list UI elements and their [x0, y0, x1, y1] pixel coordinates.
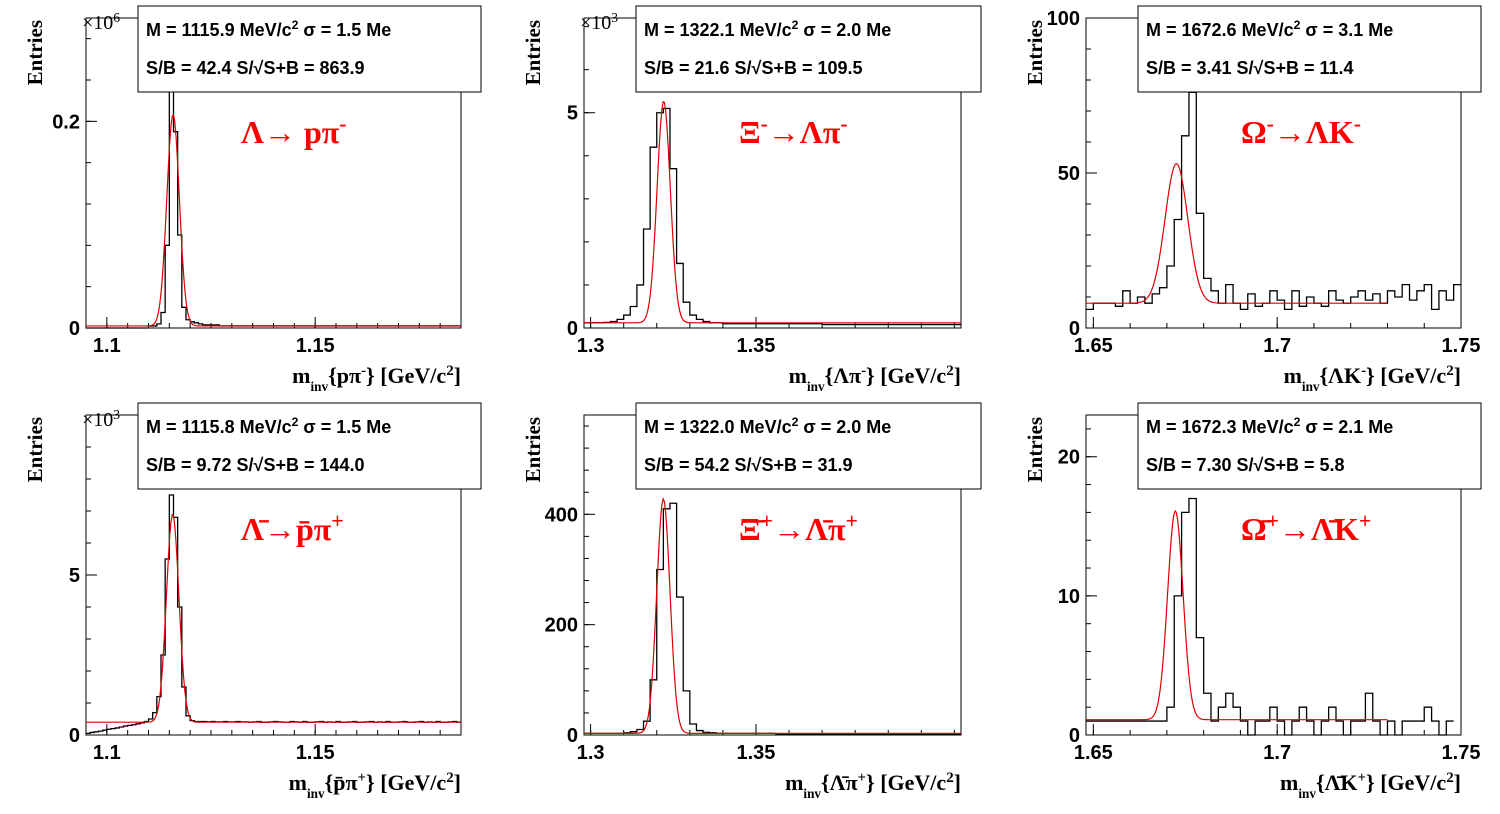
chart-panel-6: 1.65 1.7 1.75 0 10 20 Entries minv{Λ̄K+} [GeV/c… [1023, 402, 1482, 801]
stats-mass-text: M = 1672.3 MeV/c2 σ = 2.1 Me [1146, 415, 1393, 437]
y-axis-label: Entries [23, 20, 47, 85]
stats-mass-text: M = 1115.9 MeV/c2 σ = 1.5 Me [146, 18, 391, 40]
y-axis-label: Entries [1023, 20, 1047, 85]
y-tick-label: 5 [69, 565, 80, 587]
x-tick-label: 1.3 [577, 335, 605, 357]
y-multiplier: ×103 [580, 10, 618, 35]
y-tick-label: 0 [1069, 318, 1080, 340]
y-tick-label: 100 [1047, 8, 1080, 30]
stats-mass-text: M = 1322.0 MeV/c2 σ = 2.0 Me [644, 415, 891, 437]
fit-curve [1086, 163, 1388, 304]
x-tick-label: 1.1 [93, 335, 121, 357]
x-axis-label: minv{Λπ-} [GeV/c2] [789, 363, 961, 394]
x-tick-label: 1.75 [1442, 335, 1481, 357]
y-tick-label: 10 [1058, 586, 1080, 608]
decay-label: Ω-→ΛK- [1241, 112, 1361, 150]
decay-label: Ω̄+→Λ̄K+ [1241, 509, 1371, 547]
y-tick-label: 5 [567, 103, 578, 125]
y-tick-label: 400 [545, 504, 578, 526]
x-tick-label: 1.15 [296, 335, 335, 357]
stats-mass-text: M = 1115.8 MeV/c2 σ = 1.5 Me [146, 415, 391, 437]
stats-sb-text: S/B = 42.4 S/√S+B = 863.9 [146, 58, 365, 78]
decay-label: Λ→ pπ- [241, 112, 347, 150]
stats-box [137, 5, 482, 93]
x-tick-label: 1.65 [1074, 742, 1113, 764]
stats-sb-text: S/B = 9.72 S/√S+B = 144.0 [146, 455, 365, 475]
y-axis-label: Entries [1023, 417, 1047, 482]
x-tick-label: 1.65 [1074, 335, 1113, 357]
stats-box [635, 402, 982, 490]
stats-sb-text: S/B = 7.30 S/√S+B = 5.8 [1146, 455, 1345, 475]
y-multiplier: ×106 [82, 10, 120, 35]
fit-curve [584, 100, 961, 324]
x-tick-label: 1.75 [1442, 742, 1481, 764]
y-tick-label: 200 [545, 615, 578, 637]
stats-box [1137, 402, 1482, 490]
y-tick-label: 0 [69, 318, 80, 340]
stats-sb-text: S/B = 21.6 S/√S+B = 109.5 [644, 58, 863, 78]
x-axis-label: minv{Λ̄π+} [GeV/c2] [785, 770, 961, 801]
chart-panel-4: 1.1 1.15 0 5 Entries minv{p̄π+} [GeV/c2] ×103 M… [23, 402, 482, 801]
decay-label: Λ̄→p̄π+ [241, 509, 344, 547]
x-tick-label: 1.35 [736, 335, 775, 357]
histogram-line [1086, 497, 1454, 736]
chart-panel-1: 1.1 1.15 0 0.2 Entries minv{pπ-} [GeV/c2] ×106… [23, 5, 482, 394]
stats-sb-text: S/B = 54.2 S/√S+B = 31.9 [644, 455, 853, 475]
y-tick-label: 50 [1058, 163, 1080, 185]
x-tick-label: 1.15 [296, 742, 335, 764]
y-tick-label: 0.2 [52, 111, 80, 133]
fit-curve [86, 113, 461, 327]
y-tick-label: 20 [1058, 447, 1080, 469]
stats-mass-text: M = 1322.1 MeV/c2 σ = 2.0 Me [644, 18, 891, 40]
histogram-line [1086, 91, 1461, 311]
fit-curve [584, 497, 961, 734]
x-tick-label: 1.7 [1263, 742, 1291, 764]
decay-label: Ξ̄+→Λ̄π+ [739, 509, 858, 547]
stats-sb-text: S/B = 3.41 S/√S+B = 11.4 [1146, 58, 1354, 78]
x-axis-label: minv{Λ̄K+} [GeV/c2] [1280, 770, 1461, 801]
y-tick-label: 0 [567, 725, 578, 747]
stats-box [137, 402, 482, 490]
x-tick-label: 1.1 [93, 742, 121, 764]
x-tick-label: 1.7 [1263, 335, 1291, 357]
decay-label: Ξ-→Λπ- [739, 112, 848, 150]
y-tick-label: 0 [69, 725, 80, 747]
chart-panel-2: 1.3 1.35 0 5 Entries minv{Λπ-} [GeV/c2] ×103 M … [521, 5, 982, 394]
fit-curve [1086, 509, 1388, 721]
x-axis-label: minv{pπ-} [GeV/c2] [292, 363, 461, 394]
stats-mass-text: M = 1672.6 MeV/c2 σ = 3.1 Me [1146, 18, 1393, 40]
stats-box [1137, 5, 1482, 93]
y-tick-label: 0 [567, 318, 578, 340]
y-axis-label: Entries [521, 20, 545, 85]
fit-curve [86, 513, 461, 723]
y-axis-label: Entries [23, 417, 47, 482]
y-multiplier: ×103 [82, 407, 120, 432]
stats-box [635, 5, 982, 93]
x-axis-label: minv{p̄π+} [GeV/c2] [289, 770, 461, 801]
x-axis-label: minv{ΛK-} [GeV/c2] [1284, 363, 1461, 394]
y-axis-label: Entries [521, 417, 545, 482]
x-tick-label: 1.3 [577, 742, 605, 764]
y-tick-label: 0 [1069, 725, 1080, 747]
x-tick-label: 1.35 [736, 742, 775, 764]
